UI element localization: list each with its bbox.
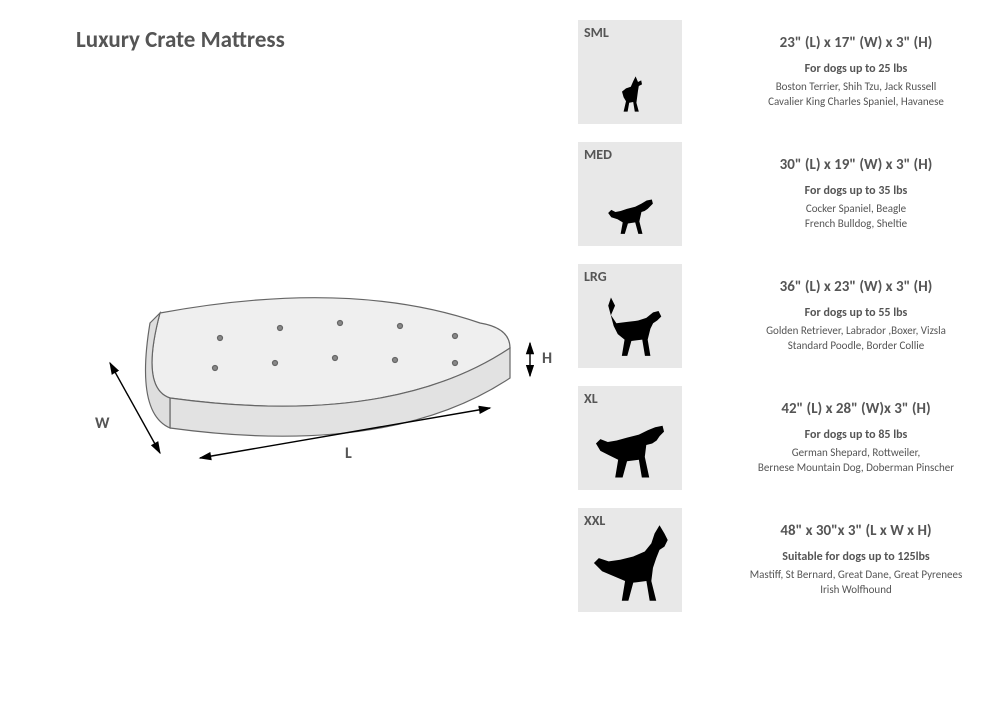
size-code: XL bbox=[584, 390, 598, 407]
size-breeds: Cocker Spaniel, Beagle French Bulldog, S… bbox=[726, 202, 986, 232]
size-info: 36" (L) x 23" (W) x 3" (H) For dogs up t… bbox=[726, 278, 986, 354]
size-breeds: Mastiff, St Bernard, Great Dane, Great P… bbox=[726, 568, 986, 598]
size-row-lrg: LRG 36" (L) x 23" (W) x 3" (H) For dogs … bbox=[578, 264, 988, 368]
size-tile: MED bbox=[578, 142, 682, 246]
sizes-column: SML 23" (L) x 17" (W) x 3" (H) For dogs … bbox=[578, 20, 988, 630]
size-info: 48" x 30"x 3" (L x W x H) Suitable for d… bbox=[726, 522, 986, 598]
size-dims: 30" (L) x 19" (W) x 3" (H) bbox=[726, 156, 986, 174]
size-code: SML bbox=[584, 24, 609, 41]
size-tile: XL bbox=[578, 386, 682, 490]
size-weight: For dogs up to 55 lbs bbox=[726, 306, 986, 320]
dog-icon bbox=[592, 292, 668, 360]
dog-icon bbox=[586, 408, 674, 482]
size-info: 30" (L) x 19" (W) x 3" (H) For dogs up t… bbox=[726, 156, 986, 232]
size-tile: SML bbox=[578, 20, 682, 124]
size-dims: 48" x 30"x 3" (L x W x H) bbox=[726, 522, 986, 540]
size-dims: 36" (L) x 23" (W) x 3" (H) bbox=[726, 278, 986, 296]
mattress-diagram: L W H bbox=[50, 268, 570, 508]
dog-icon bbox=[610, 72, 650, 116]
size-tile: LRG bbox=[578, 264, 682, 368]
dog-icon bbox=[599, 186, 661, 238]
size-breeds: Boston Terrier, Shih Tzu, Jack Russell C… bbox=[726, 80, 986, 110]
size-row-xxl: XXL 48" x 30"x 3" (L x W x H) Suitable f… bbox=[578, 508, 988, 612]
label-l: L bbox=[345, 444, 352, 463]
size-info: 42" (L) x 28" (W)x 3" (H) For dogs up to… bbox=[726, 400, 986, 476]
size-info: 23" (L) x 17" (W) x 3" (H) For dogs up t… bbox=[726, 34, 986, 110]
label-h: H bbox=[542, 349, 552, 368]
label-w: W bbox=[95, 414, 110, 433]
size-tile: XXL bbox=[578, 508, 682, 612]
size-row-med: MED 30" (L) x 19" (W) x 3" (H) For dogs … bbox=[578, 142, 988, 246]
page-title: Luxury Crate Mattress bbox=[76, 26, 285, 54]
size-weight: For dogs up to 35 lbs bbox=[726, 184, 986, 198]
size-breeds: German Shepard, Rottweiler, Bernese Moun… bbox=[726, 446, 986, 476]
size-code: MED bbox=[584, 146, 612, 163]
size-code: LRG bbox=[584, 268, 607, 285]
dog-icon bbox=[582, 522, 678, 604]
size-weight: For dogs up to 85 lbs bbox=[726, 428, 986, 442]
size-row-xl: XL 42" (L) x 28" (W)x 3" (H) For dogs up… bbox=[578, 386, 988, 490]
size-dims: 23" (L) x 17" (W) x 3" (H) bbox=[726, 34, 986, 52]
size-weight: For dogs up to 25 lbs bbox=[726, 62, 986, 76]
size-row-sml: SML 23" (L) x 17" (W) x 3" (H) For dogs … bbox=[578, 20, 988, 124]
size-weight: Suitable for dogs up to 125lbs bbox=[726, 550, 986, 564]
size-breeds: Golden Retriever, Labrador ,Boxer, Vizsl… bbox=[726, 324, 986, 354]
size-dims: 42" (L) x 28" (W)x 3" (H) bbox=[726, 400, 986, 418]
